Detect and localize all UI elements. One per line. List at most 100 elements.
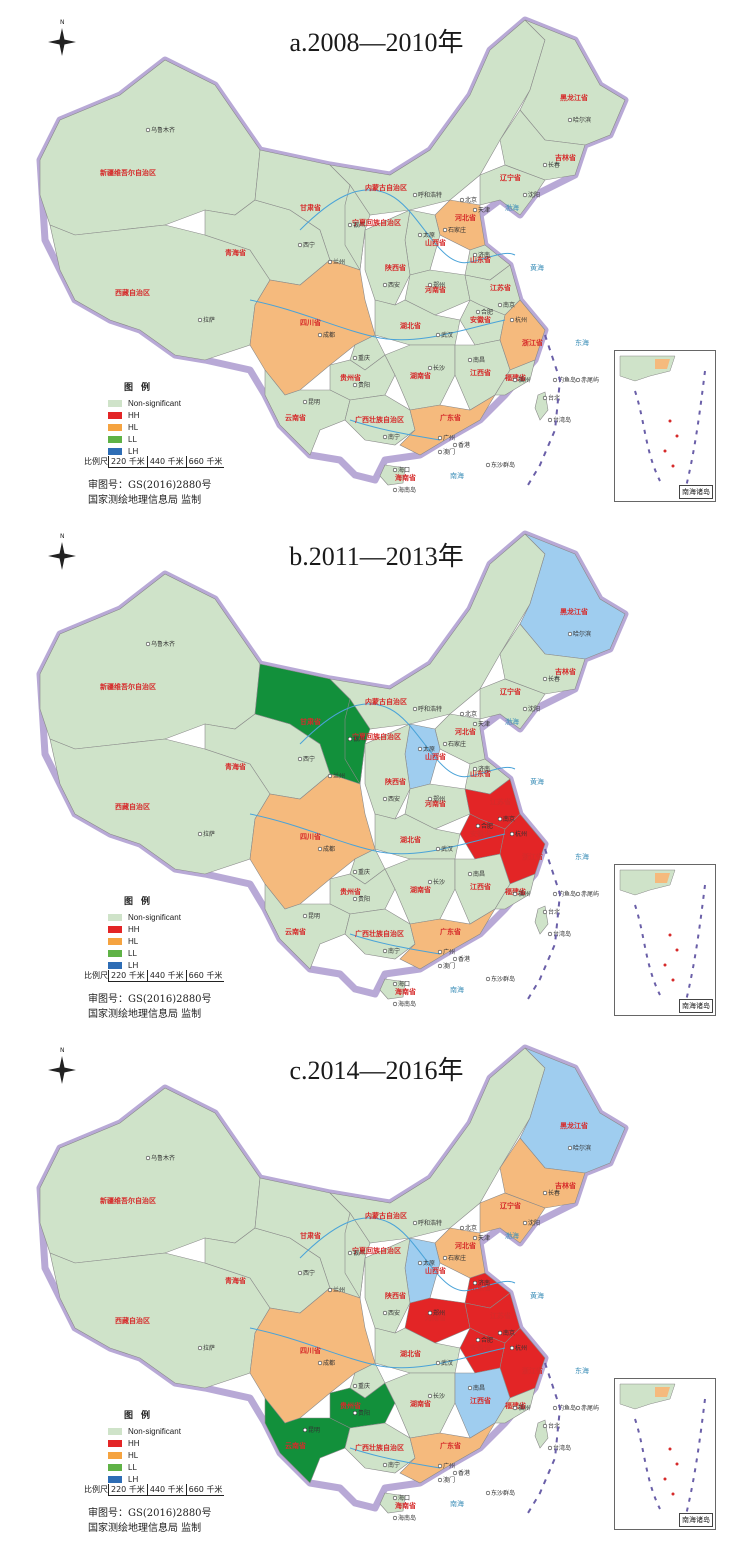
city-marker-chengdu xyxy=(317,1360,323,1366)
city-marker-hefei xyxy=(475,1337,481,1343)
city-label-hefei: 合肥 xyxy=(481,822,493,830)
city-label-nanjing: 南京 xyxy=(503,815,515,823)
province-label-sichuan: 四川省 xyxy=(300,1346,321,1355)
city-marker-haikou xyxy=(392,981,398,987)
province-label-anhui: 安徽省 xyxy=(470,315,491,324)
city-marker-yinchuan xyxy=(347,736,353,742)
city-marker-lanzhou xyxy=(327,1287,333,1293)
city-label-wuhan: 武汉 xyxy=(441,331,453,339)
inset-map xyxy=(619,869,706,1006)
legend-swatch xyxy=(108,1427,122,1435)
city-label-taipei: 台北 xyxy=(548,908,560,916)
legend-label: LL xyxy=(128,948,137,958)
city-marker-taiwan xyxy=(547,417,553,423)
city-label-dongsha: 东沙群岛 xyxy=(491,975,515,983)
city-label-hongkong: 香港 xyxy=(458,441,470,449)
city-label-tianjin: 天津 xyxy=(478,207,490,214)
city-label-nanchang: 南昌 xyxy=(473,1384,485,1392)
scale-tick: 440 千米 xyxy=(146,1484,186,1496)
city-marker-guangzhou xyxy=(437,949,443,955)
province-label-ningxia: 宁夏回族自治区 xyxy=(352,732,401,741)
scale-tick: 660 千米 xyxy=(185,456,225,468)
city-marker-taipei xyxy=(542,909,548,915)
legend-label: HH xyxy=(128,410,140,420)
scale-label: 比例尺 xyxy=(84,1485,108,1494)
province-xinjiang xyxy=(39,1087,261,1264)
north-arrow-icon: N xyxy=(48,533,76,570)
city-marker-dongsha xyxy=(485,1490,491,1496)
city-label-hangzhou: 杭州 xyxy=(515,830,527,838)
city-marker-shijiazhuang xyxy=(442,227,448,233)
province-label-jiangsu: 江苏省 xyxy=(490,283,511,292)
city-marker-taiwan xyxy=(547,931,553,937)
city-marker-taiwan xyxy=(547,1445,553,1451)
city-label-yinchuan: 银川 xyxy=(353,1249,365,1257)
province-label-ningxia: 宁夏回族自治区 xyxy=(352,218,401,227)
city-marker-nanchang xyxy=(467,357,473,363)
city-marker-changsha xyxy=(427,879,433,885)
city-marker-beijing xyxy=(459,197,465,203)
scale-tick: 220 千米 xyxy=(108,970,147,982)
city-label-chongqing: 重庆 xyxy=(358,1382,370,1390)
city-marker-dongsha xyxy=(485,976,491,982)
city-marker-chongqing xyxy=(352,1383,358,1389)
city-label-wuhan: 武汉 xyxy=(441,845,453,853)
city-label-changsha: 长沙 xyxy=(433,878,445,886)
city-label-dongsha: 东沙群岛 xyxy=(491,461,515,469)
city-label-guangzhou: 广州 xyxy=(443,948,455,956)
river xyxy=(299,189,516,264)
province-label-hebei: 河北省 xyxy=(455,1241,476,1250)
province-label-guizhou: 贵州省 xyxy=(340,1401,361,1410)
city-marker-xining xyxy=(297,242,303,248)
legend-swatch xyxy=(108,913,122,921)
province-hunan xyxy=(384,344,456,411)
city-label-taiyuan: 太原 xyxy=(423,745,435,753)
legend-title: 图例 xyxy=(124,1411,159,1421)
city-label-harbin: 哈尔滨 xyxy=(573,116,591,124)
scale-bar: 比例尺 220 千米 440 千米 660 千米 xyxy=(84,970,225,982)
scale-tick: 440 千米 xyxy=(146,970,186,982)
province-label-jiangsu: 江苏省 xyxy=(490,797,511,806)
legend-label: LL xyxy=(128,434,137,444)
city-marker-hangzhou xyxy=(509,317,515,323)
province-label-zhejiang: 浙江省 xyxy=(522,338,543,347)
city-label-zhengzhou: 郑州 xyxy=(433,795,445,803)
legend-item: Non-significant xyxy=(108,911,181,923)
city-marker-macao xyxy=(437,1477,443,1483)
inset-map xyxy=(619,1383,706,1520)
city-label-shenyang: 沈阳 xyxy=(528,705,540,713)
city-marker-urumqi xyxy=(145,1155,151,1161)
province-label-hebei: 河北省 xyxy=(455,727,476,736)
province-label-xinjiang: 新疆维吾尔自治区 xyxy=(100,1196,156,1205)
province-shaanxi xyxy=(364,723,411,820)
legend-item: LH xyxy=(108,959,181,971)
legend-swatch xyxy=(108,1451,122,1459)
maritime-boundary xyxy=(524,334,562,491)
province-liaoning xyxy=(479,164,546,216)
city-marker-changchun xyxy=(542,162,548,168)
province-label-fujian: 福建省 xyxy=(504,887,526,896)
city-label-huhehaote: 呼和浩特 xyxy=(418,705,442,713)
city-marker-shijiazhuang xyxy=(442,1255,448,1261)
city-label-huhehaote: 呼和浩特 xyxy=(418,191,442,199)
province-label-jiangsu: 江苏省 xyxy=(490,1311,511,1320)
province-label-liaoning: 辽宁省 xyxy=(500,1201,521,1210)
city-marker-fuzhou xyxy=(512,891,518,897)
map-approval: 审图号：GS(2016)2880号 国家测绘地理信息局 监制 xyxy=(88,478,212,508)
province-label-gansu: 甘肃省 xyxy=(300,1231,321,1240)
scale-tick: 220 千米 xyxy=(108,456,147,468)
city-label-chongqing: 重庆 xyxy=(358,868,370,876)
city-label-diaoyu: 钓鱼岛 xyxy=(558,1404,576,1412)
city-marker-chiwei xyxy=(575,377,581,383)
legend-item: LL xyxy=(108,1461,181,1473)
province-guangdong xyxy=(399,1422,496,1484)
city-label-lhasa: 拉萨 xyxy=(203,316,215,324)
city-label-taiyuan: 太原 xyxy=(423,1259,435,1267)
city-marker-xian xyxy=(382,1310,388,1316)
river xyxy=(249,813,506,855)
city-marker-wuhan xyxy=(435,332,441,338)
city-label-tianjin: 天津 xyxy=(478,1235,490,1242)
province-label-shanxi: 山西省 xyxy=(425,1266,446,1275)
province-hainan xyxy=(379,1492,406,1514)
city-marker-shenyang xyxy=(522,192,528,198)
